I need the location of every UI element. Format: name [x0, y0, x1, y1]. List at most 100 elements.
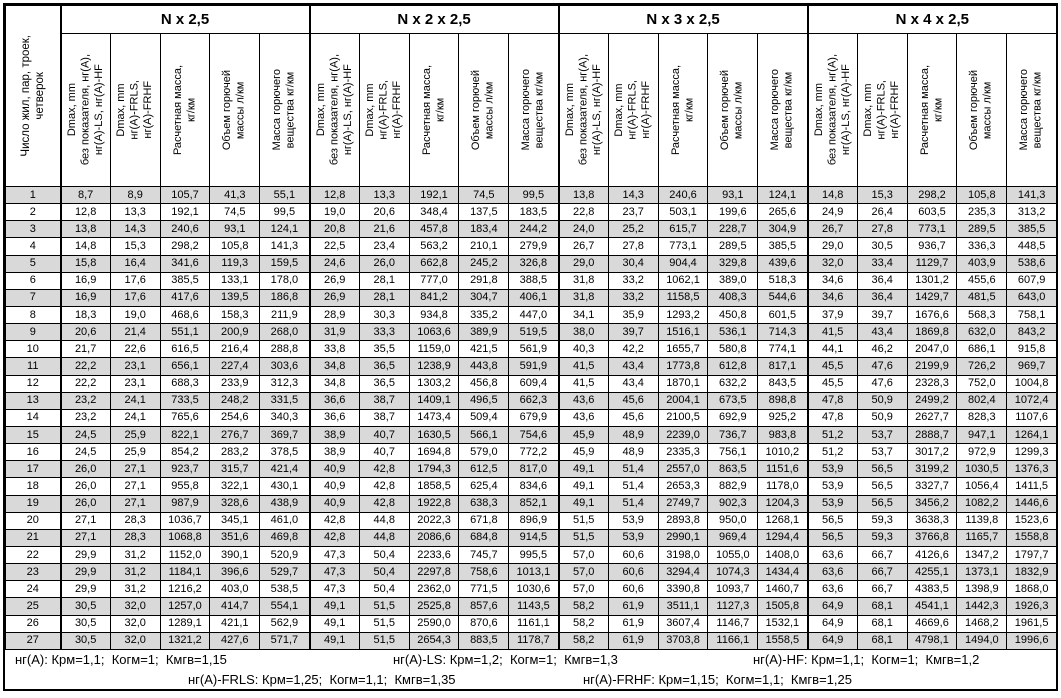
cell: 2100,5	[657, 408, 709, 427]
coefficients-line-2: нг(A)-FRLS: Крм=1,25; Когм=1,1; Кмгв=1,3…	[5, 670, 1056, 689]
cell: 31,8	[557, 271, 609, 290]
cell: 328,6	[209, 494, 261, 513]
cell: 279,9	[508, 237, 560, 256]
cell: 817,1	[757, 357, 809, 376]
cell: 4383,5	[906, 580, 958, 599]
cell: 27,8	[856, 220, 908, 239]
cell: 389,0	[707, 271, 759, 290]
cell: 2328,3	[906, 374, 958, 393]
cell: 2086,6	[408, 528, 460, 547]
group-header-1: N x 2,5	[59, 5, 311, 34]
cell: 50,9	[856, 408, 908, 427]
cell: 40,7	[358, 425, 410, 445]
cell: 55,1	[259, 185, 311, 205]
table-row: 16 24,5 25,9 854,2 283,2 378,5 38,9 40,7 1694,8 5…	[5, 443, 1056, 462]
cell: 57,0	[557, 580, 609, 599]
cell: 2653,3	[657, 477, 709, 496]
cell: 834,6	[508, 477, 560, 496]
cell: 609,4	[508, 374, 560, 393]
cell: 2335,3	[657, 443, 709, 462]
cell: 28,3	[109, 511, 161, 530]
cell: 53,7	[856, 443, 908, 462]
group-title-row: Число жил, пар, троек, четверок N x 2,5 N…	[5, 5, 1056, 187]
cell: 192,1	[408, 185, 460, 205]
cell: 461,0	[259, 511, 311, 530]
cell: 686,1	[956, 340, 1008, 359]
cell: 2022,3	[408, 511, 460, 530]
cell: 53,7	[856, 425, 908, 445]
column-header: Расчетная масса, кг/км	[408, 33, 460, 187]
cell: 421,4	[259, 460, 311, 479]
cell: 25,9	[109, 425, 161, 445]
cell: 843,2	[1006, 323, 1056, 342]
cell: 403,0	[209, 580, 261, 599]
column-header: Объем горючей массы л/км	[707, 33, 759, 187]
cell: 74,5	[209, 203, 261, 222]
cell: 1473,4	[408, 408, 460, 427]
cell: 24,0	[557, 220, 609, 239]
cell: 312,3	[259, 374, 311, 393]
cell: 39,7	[607, 323, 659, 342]
row-number: 2	[5, 203, 61, 222]
cell: 93,1	[209, 220, 261, 239]
cell: 3327,7	[906, 477, 958, 496]
row-number: 22	[5, 545, 61, 565]
table-row: 10 21,7 22,6 616,5 216,4 288,8 33,8 35,5 1159,0 4…	[5, 340, 1056, 359]
cell: 14,8	[806, 185, 858, 205]
cell: 3199,2	[906, 460, 958, 479]
cell: 24,9	[806, 203, 858, 222]
cell: 25,2	[607, 220, 659, 239]
cell: 1532,1	[757, 614, 809, 633]
column-header-label: Dmax, mm без показателя, нг(A), нг(A)-LS…	[65, 54, 105, 166]
cell: 571,7	[259, 631, 311, 651]
cell: 765,6	[159, 408, 211, 427]
cell: 28,3	[109, 528, 161, 547]
cell: 326,8	[508, 254, 560, 273]
cell: 1161,1	[508, 614, 560, 633]
cell: 1143,5	[508, 597, 560, 616]
cell: 244,2	[508, 220, 560, 239]
cell: 4798,1	[906, 631, 958, 651]
cell: 563,2	[408, 237, 460, 256]
cell: 276,7	[209, 425, 261, 445]
cell: 1832,9	[1006, 563, 1056, 582]
cell: 119,3	[209, 254, 261, 273]
cell: 351,6	[209, 528, 261, 547]
cell: 758,6	[458, 563, 510, 582]
cell: 854,2	[159, 443, 211, 462]
cell: 1216,2	[159, 580, 211, 599]
cell: 554,1	[259, 597, 311, 616]
cell: 27,8	[607, 237, 659, 256]
table-row: 22 29,9 31,2 1152,0 390,1 520,9 47,3 50,4 2233,6…	[5, 545, 1056, 565]
cell: 2525,8	[408, 597, 460, 616]
cell: 1411,5	[1006, 477, 1056, 496]
table-row: 26 30,5 32,0 1289,1 421,1 562,9 49,1 51,5 2590,0…	[5, 614, 1056, 633]
cell: 503,1	[657, 203, 709, 222]
group-header-2: N x 2 x 2,5	[308, 5, 560, 34]
cell: 30,5	[59, 614, 111, 633]
cell: 211,9	[259, 305, 311, 325]
cell: 13,3	[358, 185, 410, 205]
cell: 33,4	[856, 254, 908, 273]
cell: 519,5	[508, 323, 560, 342]
cell: 49,1	[308, 597, 360, 616]
cell: 35,9	[607, 305, 659, 325]
cell: 2627,7	[906, 408, 958, 427]
cell: 68,1	[856, 631, 908, 651]
cell: 1321,2	[159, 631, 211, 651]
cell: 61,9	[607, 597, 659, 616]
cell: 3766,8	[906, 528, 958, 547]
cell: 972,9	[956, 443, 1008, 462]
cell: 3703,8	[657, 631, 709, 651]
cell: 26,0	[59, 477, 111, 496]
cell: 1293,2	[657, 305, 709, 325]
cell: 1505,8	[757, 597, 809, 616]
cell: 32,0	[109, 631, 161, 651]
cell: 1303,2	[408, 374, 460, 393]
cell: 1030,6	[508, 580, 560, 599]
cell: 45,5	[806, 374, 858, 393]
cell: 601,5	[757, 305, 809, 325]
cell: 1373,1	[956, 563, 1008, 582]
cell: 57,0	[557, 563, 609, 582]
cell: 616,5	[159, 340, 211, 359]
